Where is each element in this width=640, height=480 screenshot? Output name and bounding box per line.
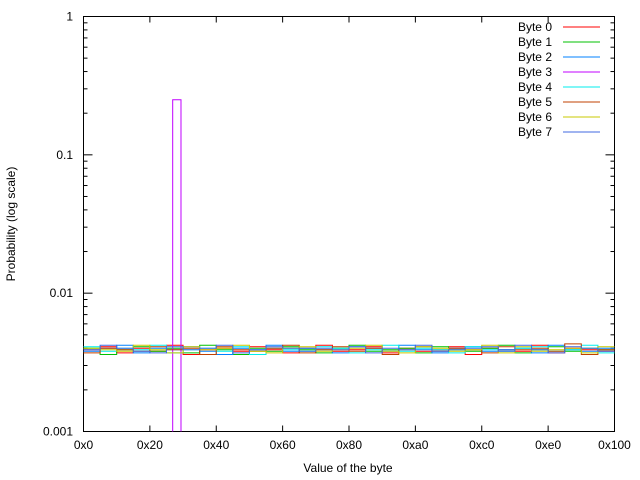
x-tick-label: 0x40 bbox=[203, 438, 229, 452]
legend-label: Byte 5 bbox=[518, 95, 552, 109]
x-tick-label: 0xc0 bbox=[469, 438, 495, 452]
y-tick-label: 0.001 bbox=[43, 425, 73, 439]
legend-label: Byte 1 bbox=[518, 35, 552, 49]
series-line-byte-3 bbox=[172, 99, 182, 432]
legend-label: Byte 2 bbox=[518, 50, 552, 64]
legend-label: Byte 4 bbox=[518, 80, 552, 94]
y-tick-label: 1 bbox=[66, 10, 73, 24]
y-tick-label: 0.01 bbox=[50, 286, 74, 300]
legend-label: Byte 0 bbox=[518, 20, 552, 34]
legend-label: Byte 3 bbox=[518, 65, 552, 79]
x-tick-label: 0x20 bbox=[137, 438, 163, 452]
x-tick-label: 0xe0 bbox=[535, 438, 561, 452]
legend-label: Byte 6 bbox=[518, 110, 552, 124]
x-tick-label: 0x100 bbox=[598, 438, 631, 452]
x-tick-label: 0xa0 bbox=[402, 438, 428, 452]
y-tick-label: 0.1 bbox=[56, 148, 73, 162]
y-axis-label: Probability (log scale) bbox=[4, 167, 18, 282]
legend-label: Byte 7 bbox=[518, 125, 552, 139]
series-line-byte-7 bbox=[83, 344, 615, 354]
x-tick-label: 0x80 bbox=[336, 438, 362, 452]
x-axis-label: Value of the byte bbox=[303, 461, 393, 475]
x-tick-label: 0x0 bbox=[74, 438, 94, 452]
x-tick-label: 0x60 bbox=[270, 438, 296, 452]
